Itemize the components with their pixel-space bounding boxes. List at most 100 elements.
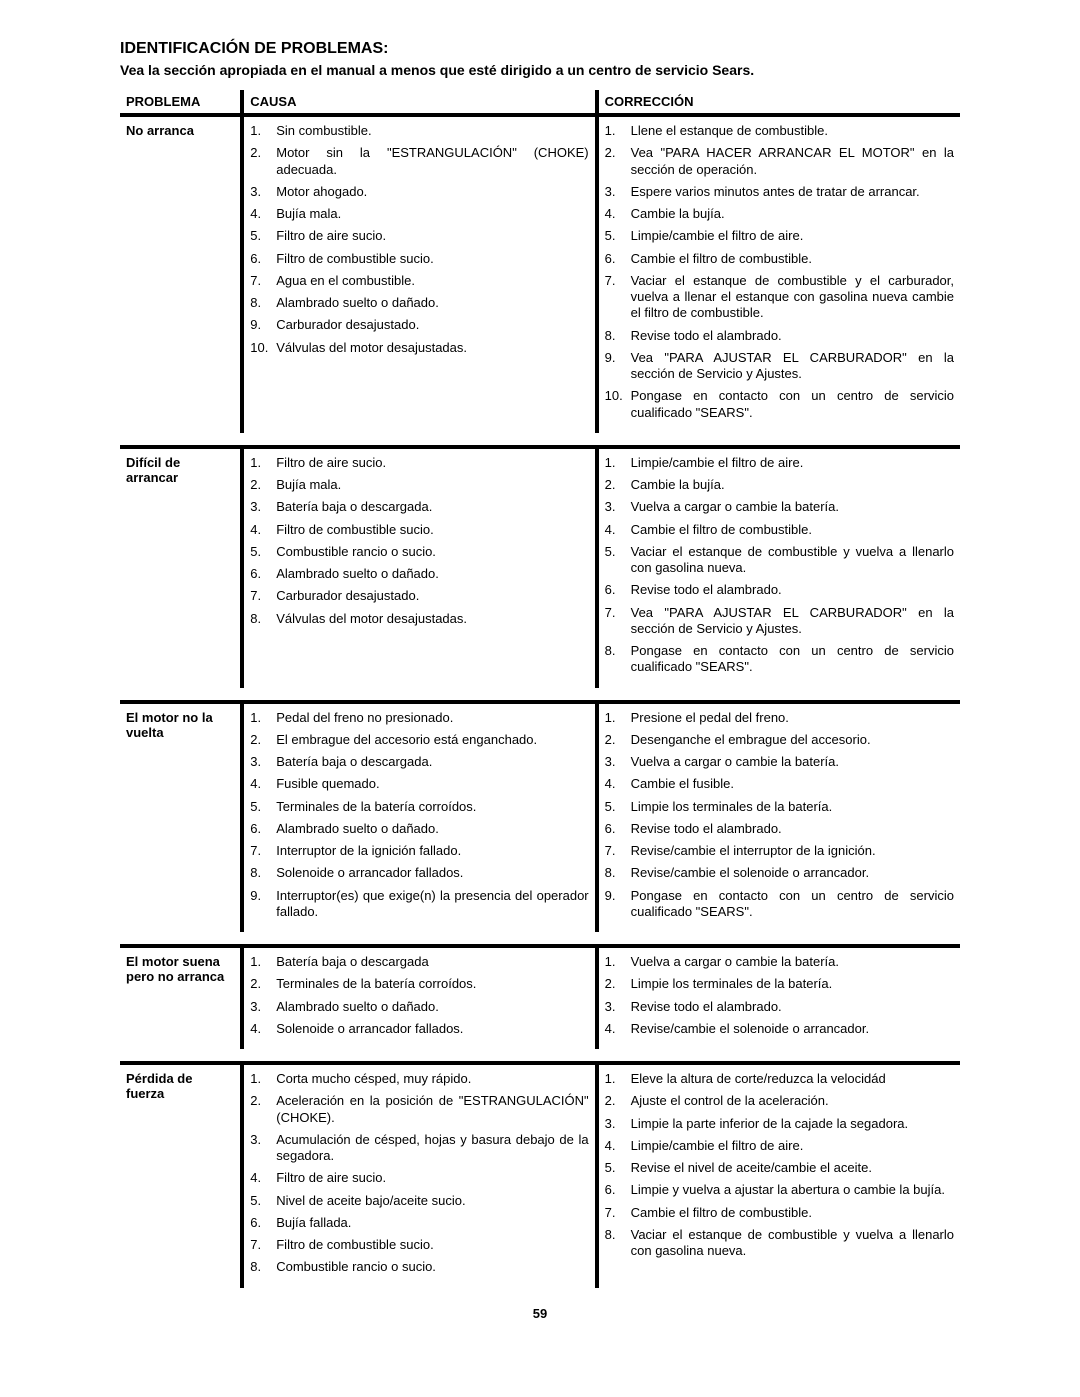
fix-item: 2.Ajuste el control de la aceleración. xyxy=(605,1093,954,1109)
fix-cell: 1.Vuelva a cargar o cambie la batería. 2.… xyxy=(597,946,960,1049)
cause-item: 9.Carburador desajustado. xyxy=(250,317,588,333)
page-subtitle: Vea la sección apropiada en el manual a … xyxy=(120,62,960,78)
fix-item: 8.Revise todo el alambrado. xyxy=(605,328,954,344)
fix-item: 7.Revise/cambie el interruptor de la ign… xyxy=(605,843,954,859)
fix-item: 5.Vaciar el estanque de combustible y vu… xyxy=(605,544,954,577)
fix-item: 7.Cambie el filtro de combustible. xyxy=(605,1205,954,1221)
fix-item: 2.Limpie los terminales de la batería. xyxy=(605,976,954,992)
cause-item: 7.Interruptor de la ignición fallado. xyxy=(250,843,588,859)
cause-item: 6.Filtro de combustible sucio. xyxy=(250,251,588,267)
cause-item: 8.Solenoide o arrancador fallados. xyxy=(250,865,588,881)
cause-item: 1.Pedal del freno no presionado. xyxy=(250,710,588,726)
problem-cell: Pérdida de fuerza xyxy=(120,1063,242,1288)
fix-item: 3.Revise todo el alambrado. xyxy=(605,999,954,1015)
cause-item: 10.Válvulas del motor desajustadas. xyxy=(250,340,588,356)
cause-item: 5.Terminales de la batería corroídos. xyxy=(250,799,588,815)
problem-cell: No arranca xyxy=(120,115,242,433)
fix-item: 3.Vuelva a cargar o cambie la batería. xyxy=(605,754,954,770)
cause-item: 7.Carburador desajustado. xyxy=(250,588,588,604)
fix-item: 1.Vuelva a cargar o cambie la batería. xyxy=(605,954,954,970)
fix-item: 1.Llene el estanque de combustible. xyxy=(605,123,954,139)
fix-item: 6.Revise todo el alambrado. xyxy=(605,582,954,598)
cause-item: 3.Motor ahogado. xyxy=(250,184,588,200)
cause-cell: 1.Corta mucho césped, muy rápido. 2.Acele… xyxy=(242,1063,596,1288)
fix-item: 9.Pongase en contacto con un centro de s… xyxy=(605,888,954,921)
fix-item: 4.Cambie el filtro de combustible. xyxy=(605,522,954,538)
header-problem: PROBLEMA xyxy=(120,90,242,115)
fix-item: 8.Revise/cambie el solenoide o arrancado… xyxy=(605,865,954,881)
fix-item: 6.Revise todo el alambrado. xyxy=(605,821,954,837)
fix-item: 3.Espere varios minutos antes de tratar … xyxy=(605,184,954,200)
fix-cell: 1.Llene el estanque de combustible. 2.Vea… xyxy=(597,115,960,433)
fix-item: 6.Cambie el filtro de combustible. xyxy=(605,251,954,267)
fix-item: 10.Pongase en contacto con un centro de … xyxy=(605,388,954,421)
fix-item: 5.Limpie los terminales de la batería. xyxy=(605,799,954,815)
fix-item: 5.Revise el nivel de aceite/cambie el ac… xyxy=(605,1160,954,1176)
cause-item: 4.Solenoide o arrancador fallados. xyxy=(250,1021,588,1037)
cause-item: 6.Bujía fallada. xyxy=(250,1215,588,1231)
cause-item: 6.Alambrado suelto o dañado. xyxy=(250,821,588,837)
fix-item: 1.Eleve la altura de corte/reduzca la ve… xyxy=(605,1071,954,1087)
fix-item: 6.Limpie y vuelva a ajustar la abertura … xyxy=(605,1182,954,1198)
cause-item: 4.Bujía mala. xyxy=(250,206,588,222)
fix-item: 3.Limpie la parte inferior de la cajade … xyxy=(605,1116,954,1132)
cause-item: 8.Válvulas del motor desajustadas. xyxy=(250,611,588,627)
cause-cell: 1.Sin combustible. 2.Motor sin la "ESTRAN… xyxy=(242,115,596,433)
fix-cell: 1.Eleve la altura de corte/reduzca la ve… xyxy=(597,1063,960,1288)
cause-item: 2.Aceleración en la posición de "ESTRANG… xyxy=(250,1093,588,1126)
fix-item: 2.Cambie la bujía. xyxy=(605,477,954,493)
cause-item: 7.Agua en el combustible. xyxy=(250,273,588,289)
cause-item: 3.Alambrado suelto o dañado. xyxy=(250,999,588,1015)
page-number: 59 xyxy=(120,1306,960,1321)
cause-item: 2.Motor sin la "ESTRANGULACIÓN" (CHOKE) … xyxy=(250,145,588,178)
cause-item: 2.El embrague del accesorio está enganch… xyxy=(250,732,588,748)
fix-item: 3.Vuelva a cargar o cambie la batería. xyxy=(605,499,954,515)
cause-item: 2.Terminales de la batería corroídos. xyxy=(250,976,588,992)
header-cause: CAUSA xyxy=(242,90,596,115)
fix-item: 8.Vaciar el estanque de combustible y vu… xyxy=(605,1227,954,1260)
cause-item: 5.Combustible rancio o sucio. xyxy=(250,544,588,560)
fix-item: 8.Pongase en contacto con un centro de s… xyxy=(605,643,954,676)
fix-cell: 1.Limpie/cambie el filtro de aire. 2.Camb… xyxy=(597,447,960,688)
cause-item: 9.Interruptor(es) que exige(n) la presen… xyxy=(250,888,588,921)
cause-item: 4.Filtro de combustible sucio. xyxy=(250,522,588,538)
troubleshooting-table: PROBLEMA CAUSA CORRECCIÓN No arranca1.Si… xyxy=(120,90,960,1288)
fix-item: 1.Presione el pedal del freno. xyxy=(605,710,954,726)
cause-cell: 1.Pedal del freno no presionado. 2.El emb… xyxy=(242,702,596,933)
cause-item: 4.Filtro de aire sucio. xyxy=(250,1170,588,1186)
cause-item: 3.Batería baja o descargada. xyxy=(250,499,588,515)
problem-cell: El motor no la vuelta xyxy=(120,702,242,933)
cause-item: 2.Bujía mala. xyxy=(250,477,588,493)
cause-item: 5.Nivel de aceite bajo/aceite sucio. xyxy=(250,1193,588,1209)
cause-item: 1.Sin combustible. xyxy=(250,123,588,139)
page-title: IDENTIFICACIÓN DE PROBLEMAS: xyxy=(120,40,960,58)
fix-item: 2.Desenganche el embrague del accesorio. xyxy=(605,732,954,748)
fix-item: 4.Cambie la bujía. xyxy=(605,206,954,222)
cause-item: 7.Filtro de combustible sucio. xyxy=(250,1237,588,1253)
cause-item: 1.Batería baja o descargada xyxy=(250,954,588,970)
fix-item: 7.Vaciar el estanque de combustible y el… xyxy=(605,273,954,322)
cause-item: 5.Filtro de aire sucio. xyxy=(250,228,588,244)
fix-item: 2.Vea "PARA HACER ARRANCAR EL MOTOR" en … xyxy=(605,145,954,178)
cause-cell: 1.Filtro de aire sucio. 2.Bujía mala. 3.Ba… xyxy=(242,447,596,688)
cause-item: 3.Acumulación de césped, hojas y basura … xyxy=(250,1132,588,1165)
cause-item: 6.Alambrado suelto o dañado. xyxy=(250,566,588,582)
cause-item: 8.Combustible rancio o sucio. xyxy=(250,1259,588,1275)
fix-item: 5.Limpie/cambie el filtro de aire. xyxy=(605,228,954,244)
cause-item: 1.Filtro de aire sucio. xyxy=(250,455,588,471)
cause-item: 8.Alambrado suelto o dañado. xyxy=(250,295,588,311)
fix-item: 4.Cambie el fusible. xyxy=(605,776,954,792)
fix-item: 9.Vea "PARA AJUSTAR EL CARBURADOR" en la… xyxy=(605,350,954,383)
fix-item: 4.Limpie/cambie el filtro de aire. xyxy=(605,1138,954,1154)
fix-item: 7.Vea "PARA AJUSTAR EL CARBURADOR" en la… xyxy=(605,605,954,638)
cause-item: 3.Batería baja o descargada. xyxy=(250,754,588,770)
fix-item: 1.Limpie/cambie el filtro de aire. xyxy=(605,455,954,471)
header-fix: CORRECCIÓN xyxy=(597,90,960,115)
fix-item: 4.Revise/cambie el solenoide o arrancado… xyxy=(605,1021,954,1037)
cause-item: 1.Corta mucho césped, muy rápido. xyxy=(250,1071,588,1087)
fix-cell: 1.Presione el pedal del freno. 2.Desengan… xyxy=(597,702,960,933)
problem-cell: El motor suena pero no arranca xyxy=(120,946,242,1049)
cause-cell: 1.Batería baja o descargada 2.Terminales … xyxy=(242,946,596,1049)
problem-cell: Difícil de arrancar xyxy=(120,447,242,688)
cause-item: 4.Fusible quemado. xyxy=(250,776,588,792)
